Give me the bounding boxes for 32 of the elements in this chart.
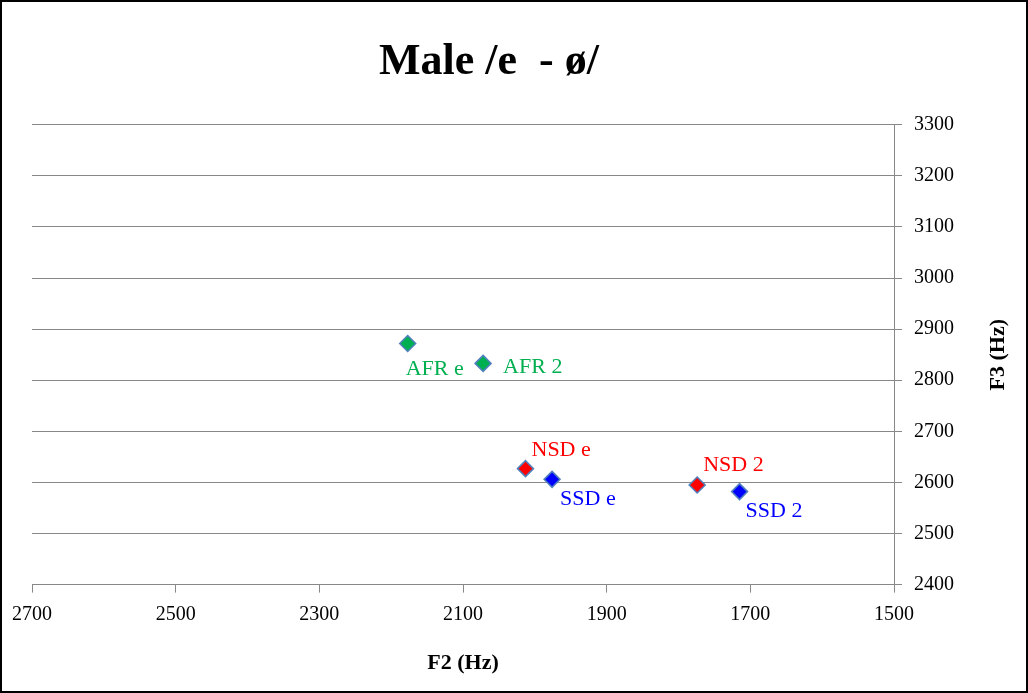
x-tick-label: 2100 — [443, 601, 483, 624]
y-tick-label: 2500 — [914, 520, 954, 543]
x-tick-label: 1900 — [586, 601, 627, 624]
point — [398, 334, 417, 353]
series-label: SSD 2 — [745, 497, 803, 523]
x-tick-label: 2500 — [155, 601, 196, 624]
y-tick-label: 3000 — [914, 265, 954, 288]
x-tick-label: 2300 — [299, 601, 340, 624]
y-tick-label: 2900 — [914, 316, 954, 339]
chart-title: Male /e - ø/ — [379, 34, 600, 84]
point — [516, 459, 535, 478]
x-tick-label: 1500 — [874, 601, 914, 624]
y-tick-label: 3200 — [914, 163, 954, 186]
y-tick-label: 3300 — [914, 112, 954, 135]
series-label: NSD 2 — [703, 450, 764, 476]
y-tick-label: 3100 — [914, 214, 954, 237]
point — [688, 476, 706, 494]
series-label: AFR e — [405, 355, 464, 381]
y-tick-label: 2600 — [914, 469, 954, 492]
point — [543, 470, 561, 489]
y-tick-label: 2400 — [914, 571, 954, 594]
y-tick-label: 2700 — [914, 418, 954, 441]
y-tick-label: 2800 — [914, 367, 954, 390]
series-label: NSD e — [531, 436, 591, 462]
series-label: AFR 2 — [503, 353, 563, 379]
point — [474, 354, 492, 373]
x-tick-label: 1700 — [730, 601, 771, 624]
point — [730, 482, 749, 501]
x-axis-title: F2 (Hz) — [427, 649, 499, 675]
series-label: SSD e — [560, 485, 616, 511]
y-axis-title: F3 (Hz) — [983, 318, 1009, 391]
x-tick-label: 2700 — [12, 601, 52, 624]
